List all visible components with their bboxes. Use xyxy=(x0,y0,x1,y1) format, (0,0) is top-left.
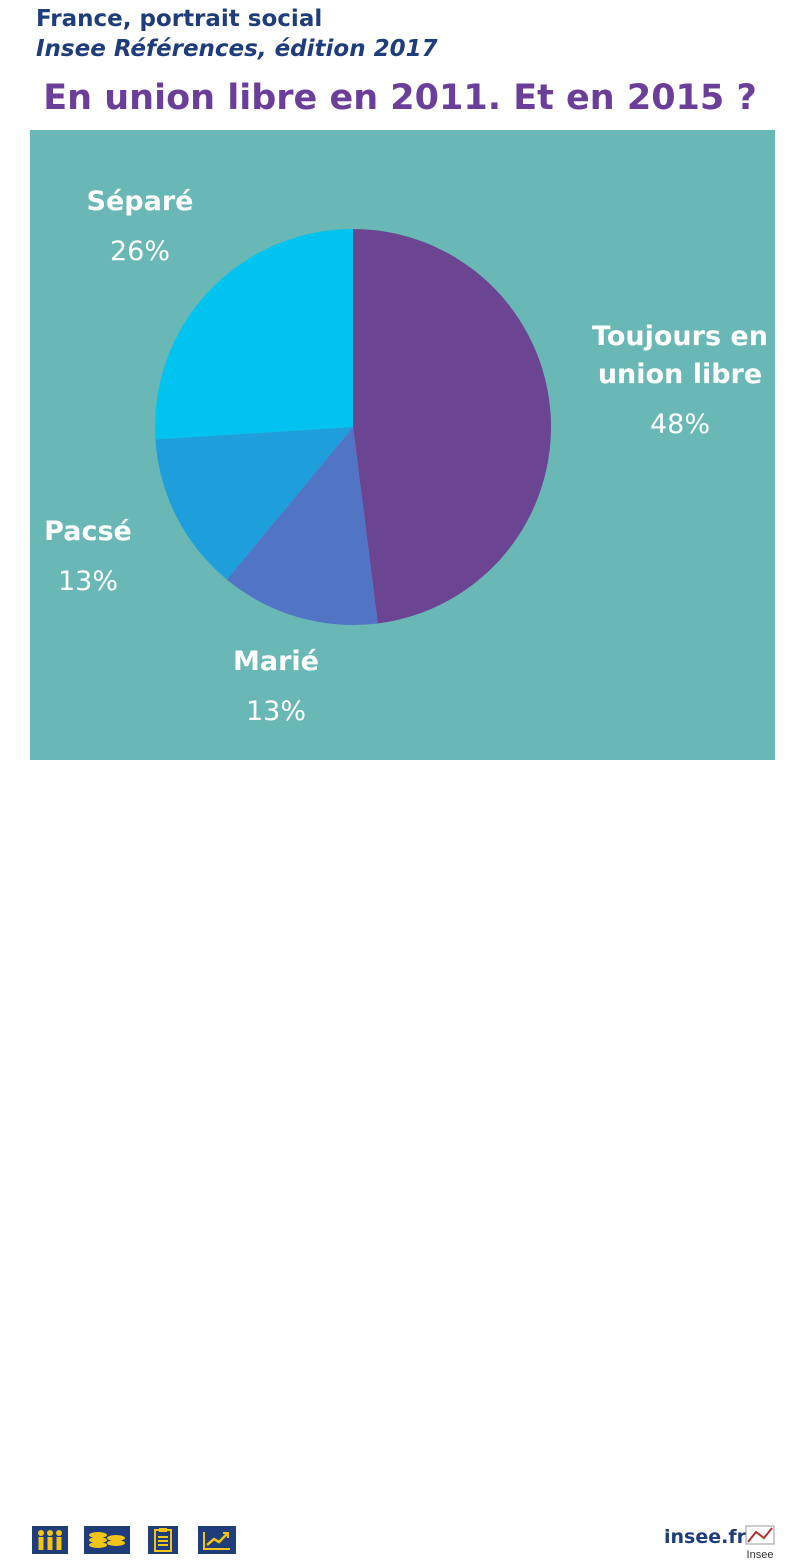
header-subtitle: France, portrait social xyxy=(36,6,323,32)
slice-value-label: 48% xyxy=(650,409,710,440)
pie-slice xyxy=(353,229,552,624)
chart-title: En union libre en 2011. Et en 2015 ? xyxy=(43,78,757,118)
slice-value-label: 13% xyxy=(246,696,306,727)
pie-slice xyxy=(226,427,378,625)
pie-slice xyxy=(155,427,353,580)
footer: insee.fr Insee xyxy=(0,760,800,1560)
people-icon[interactable] xyxy=(32,1526,68,1554)
site-link[interactable]: insee.fr xyxy=(664,1526,746,1548)
slice-value-label: 13% xyxy=(58,566,118,597)
svg-text:Insee: Insee xyxy=(747,1549,774,1560)
slice-label: Toujours en xyxy=(592,321,768,352)
slice-label: Séparé xyxy=(87,186,194,217)
header-publication: Insee Références, édition 2017 xyxy=(36,36,438,62)
coins-icon[interactable] xyxy=(84,1526,130,1554)
clipboard-icon[interactable] xyxy=(148,1526,178,1554)
pie-chart: Toujours en union libre 48% Marié 13% Pacsé 13… xyxy=(44,186,768,727)
header: France, portrait social Insee Références… xyxy=(36,4,776,64)
chart-panel: Toujours en union libre 48% Marié 13% Pacsé 13… xyxy=(30,130,775,760)
slice-label: Marié xyxy=(233,646,319,677)
slice-value-label: 26% xyxy=(110,236,170,267)
slice-label: union libre xyxy=(598,359,762,390)
pie-slice xyxy=(155,229,353,440)
insee-logo: Insee xyxy=(745,1525,775,1560)
slice-label: Pacsé xyxy=(44,516,132,547)
chart-trend-icon[interactable] xyxy=(198,1526,236,1554)
